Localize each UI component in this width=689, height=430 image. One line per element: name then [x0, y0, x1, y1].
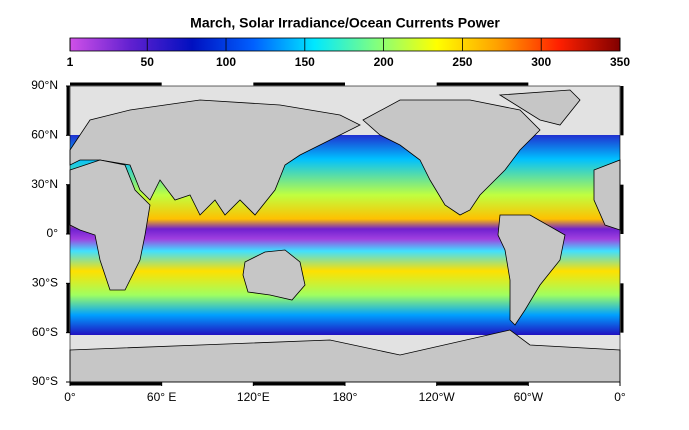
- lat-label: 0°: [47, 226, 59, 240]
- lon-label: 0°: [64, 390, 76, 404]
- colorbar-tick-label: 1: [67, 55, 74, 69]
- lon-label: 120°E: [237, 390, 270, 404]
- colorbar-tick-label: 250: [452, 55, 472, 69]
- colorbar: [69, 37, 621, 52]
- lat-label: 30°S: [32, 276, 58, 290]
- lat-label: 60°S: [32, 325, 58, 339]
- lon-label: 60°W: [514, 390, 544, 404]
- lat-label: 30°N: [31, 177, 58, 191]
- lat-label: 90°S: [32, 374, 58, 388]
- australia: [242, 249, 306, 301]
- lon-label: 120°W: [419, 390, 456, 404]
- map-title: March, Solar Irradiance/Ocean Currents P…: [190, 15, 500, 31]
- south-america: [497, 214, 566, 326]
- colorbar-tick-label: 200: [374, 55, 394, 69]
- eurasia: [69, 99, 361, 216]
- lat-label: 90°N: [31, 78, 58, 92]
- colorbar-tick-label: 100: [216, 55, 236, 69]
- colorbar-tick-label: 350: [610, 55, 630, 69]
- colorbar-tick-label: 50: [141, 55, 155, 69]
- lat-label: 60°N: [31, 128, 58, 142]
- west-africa-europe: [593, 159, 621, 231]
- colorbar-tick-label: 150: [295, 55, 315, 69]
- greenland: [498, 89, 581, 126]
- lon-label: 60° E: [147, 390, 176, 404]
- lon-label: 180°: [333, 390, 358, 404]
- map-area: [69, 85, 621, 383]
- africa: [69, 159, 151, 291]
- north-america: [362, 99, 541, 216]
- lon-label: 0°: [614, 390, 626, 404]
- colorbar-tick-label: 300: [531, 55, 551, 69]
